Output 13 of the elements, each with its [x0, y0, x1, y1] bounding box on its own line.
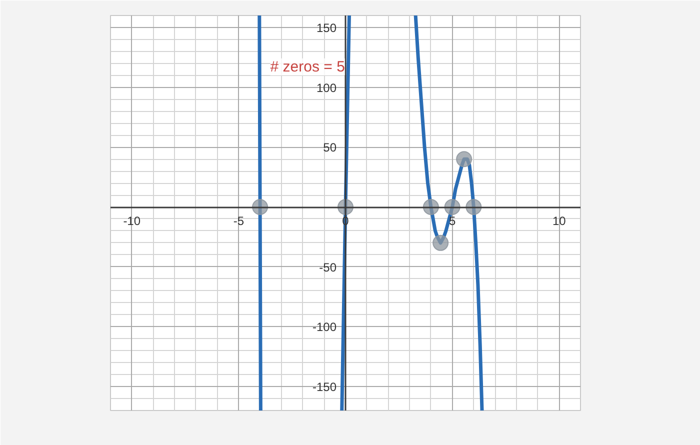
x-tick-label: -5: [233, 214, 244, 228]
y-tick-label: -100: [312, 320, 337, 334]
y-tick-label: 100: [316, 80, 337, 95]
y-tick-label: 150: [316, 20, 337, 35]
y-tick-label: 50: [323, 140, 337, 155]
annotation: # zeros = 5: [270, 58, 345, 76]
x-tick-label: 5: [448, 214, 456, 228]
point: [456, 151, 472, 168]
x-tick-label: 10: [552, 214, 566, 228]
y-tick-label: -50: [319, 260, 337, 274]
y-tick-label: -150: [312, 380, 337, 394]
x-tick-label: -10: [123, 214, 141, 228]
point: [432, 234, 449, 251]
